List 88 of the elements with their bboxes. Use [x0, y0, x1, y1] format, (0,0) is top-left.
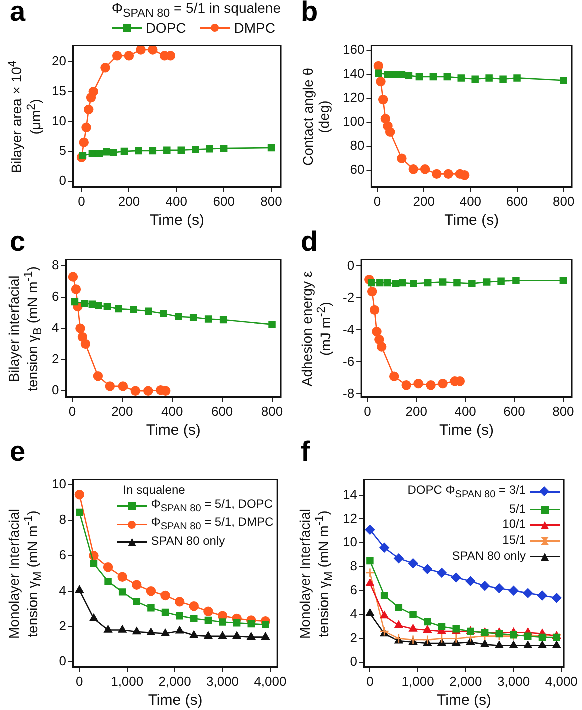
y-tick-label: 2	[52, 351, 60, 366]
y-tick-label: 10	[52, 476, 66, 492]
x-tick-label: 4,000	[545, 674, 578, 689]
x-axis-title: Time (s)	[148, 692, 203, 710]
chart-title: d	[301, 226, 318, 257]
y-tick-label: 120	[342, 90, 365, 106]
y-tick-label: 6	[59, 547, 66, 562]
x-tick-label: 800	[552, 404, 574, 419]
x-tick-label: 0	[68, 404, 76, 419]
y-tick-label: 4	[59, 582, 66, 598]
legend-label: 5/1	[509, 502, 526, 516]
y-tick-label: 2	[59, 618, 66, 634]
legend-label: SPAN 80 only	[452, 549, 526, 564]
x-tick-label: 400	[454, 404, 476, 419]
chart-title: e	[10, 436, 26, 467]
x-tick-label: 800	[260, 194, 282, 209]
x-tick-label: 600	[504, 404, 526, 419]
x-tick-label: 400	[166, 194, 188, 209]
x-tick-label: 4,000	[254, 674, 287, 689]
y-tick-label: -8	[342, 386, 355, 401]
legend-label: DOPC Φ$_{SPAN 80}$ = 3/1	[408, 482, 526, 501]
x-tick-label: 1,000	[402, 674, 434, 689]
y-tick-label: 80	[350, 138, 365, 154]
x-tick-label: 200	[118, 194, 140, 209]
y-tick-label: 5	[59, 143, 66, 158]
legend-label: 15/1	[502, 533, 526, 548]
y-tick-label: 0	[52, 382, 60, 398]
x-tick-label: 400	[162, 404, 184, 419]
x-axis-title: Time (s)	[146, 422, 201, 440]
x-tick-label: 0	[374, 194, 382, 209]
y-tick-label: 8	[52, 258, 60, 273]
chart-title: f	[301, 436, 310, 467]
legend-label: Φ$_{SPAN 80}$ = 5/1, DOPC	[151, 496, 273, 514]
y-tick-label: 8	[350, 558, 358, 574]
x-tick-label: 200	[413, 194, 435, 209]
x-tick-label: 3,000	[206, 674, 240, 689]
x-tick-label: 400	[460, 194, 482, 209]
y-axis-title: Contact angle θ (deg)	[300, 68, 332, 166]
y-tick-label: 10	[52, 113, 66, 128]
y-tick-label: -4	[342, 322, 355, 337]
x-axis-title: Time (s)	[437, 692, 492, 710]
y-tick-label: 0	[347, 258, 355, 273]
x-tick-label: 3,000	[498, 674, 530, 689]
x-tick-label: 2,000	[450, 674, 482, 689]
y-tick-label: 160	[342, 42, 365, 58]
y-tick-label: 4	[52, 320, 60, 336]
y-tick-label: 12	[342, 510, 358, 526]
legend-label: Φ$_{SPAN 80}$ = 5/1, DMPC	[151, 515, 274, 534]
y-tick-label: 60	[350, 162, 365, 178]
chart-title: b	[301, 0, 318, 27]
y-tick-label: 4	[350, 606, 358, 622]
legend-title: Φ$_{SPAN 80}$ = 5/1 in squalene	[112, 0, 281, 20]
x-axis-title: Time (s)	[440, 422, 494, 440]
x-tick-label: 1,000	[111, 674, 144, 689]
x-axis-title: Time (s)	[444, 212, 500, 230]
x-tick-label: 600	[506, 194, 528, 209]
legend-label: SPAN 80 only	[151, 534, 226, 550]
x-tick-label: 2,000	[158, 674, 192, 689]
y-tick-label: 0	[350, 654, 358, 670]
legend-label: DMPC	[234, 20, 276, 36]
y-tick-label: 0	[59, 173, 66, 188]
x-axis-title: Time (s)	[150, 212, 204, 230]
x-tick-label: 0	[78, 194, 86, 209]
legend-title: In squalene	[122, 482, 186, 498]
y-tick-label: 14	[342, 486, 358, 502]
chart-title: a	[10, 0, 26, 27]
y-tick-label: 20	[52, 54, 66, 69]
y-tick-label: 2	[350, 630, 358, 646]
x-tick-label: 800	[261, 404, 284, 419]
y-tick-label: 6	[350, 582, 358, 598]
x-tick-label: 800	[552, 194, 575, 209]
x-tick-label: 600	[213, 194, 235, 209]
y-tick-label: 6	[52, 288, 60, 304]
x-tick-label: 200	[406, 404, 428, 419]
y-tick-label: -2	[342, 290, 355, 305]
x-tick-label: 0	[76, 674, 84, 689]
x-tick-label: 600	[211, 404, 234, 419]
y-tick-label: 15	[52, 83, 66, 98]
y-tick-label: 100	[342, 114, 365, 130]
y-tick-label: -6	[342, 354, 355, 369]
chart-title: c	[10, 226, 26, 257]
x-tick-label: 200	[112, 404, 134, 419]
y-tick-label: 10	[342, 534, 358, 550]
legend-label: 10/1	[502, 517, 526, 532]
y-tick-label: 140	[342, 66, 365, 82]
y-tick-label: 0	[59, 654, 66, 669]
legend-label: DOPC	[146, 20, 186, 36]
y-tick-label: 8	[59, 512, 66, 528]
